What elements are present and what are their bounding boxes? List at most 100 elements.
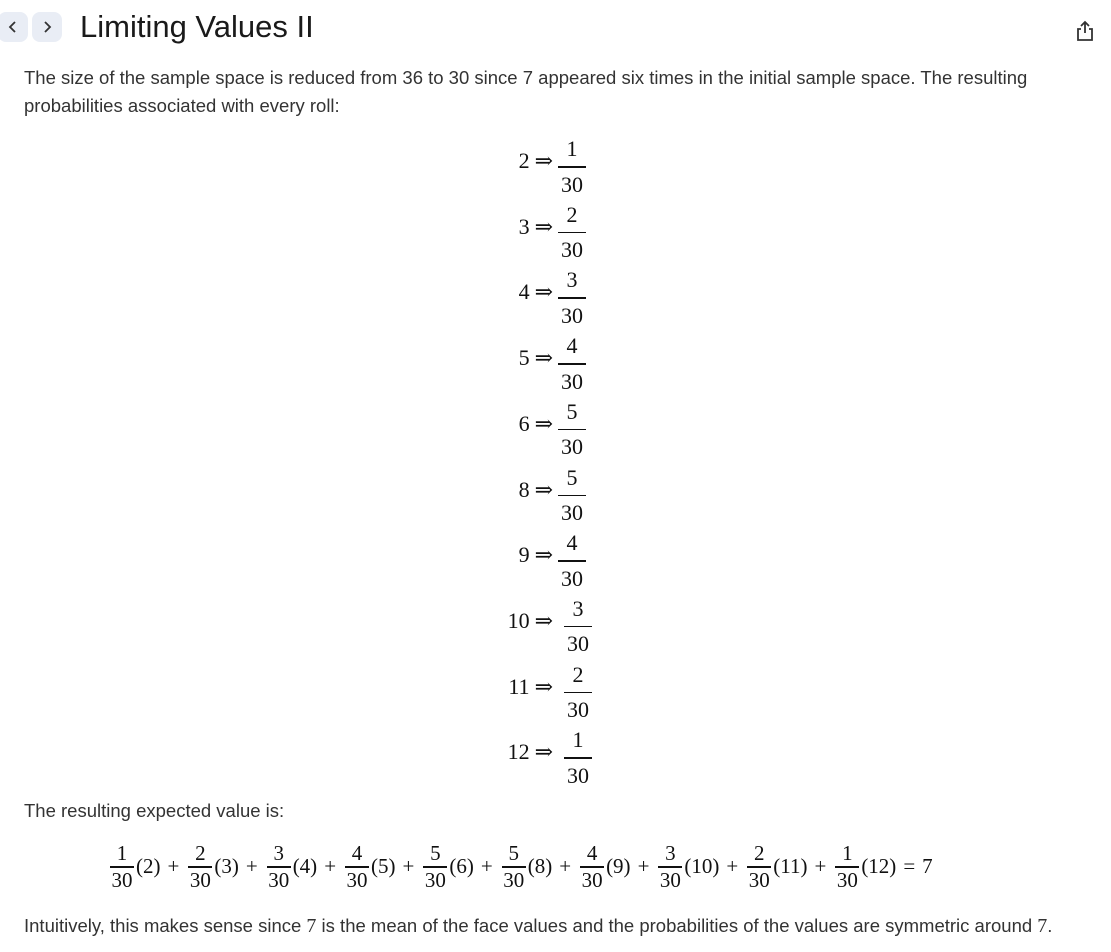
fraction-denominator: 30: [424, 867, 446, 892]
implies-arrow: ⇒: [534, 148, 553, 173]
implies-arrow: ⇒: [534, 410, 553, 436]
roll-expression: 11 ⇒: [508, 674, 553, 700]
probability-row: 11 ⇒ 2 30: [480, 661, 640, 722]
term-fraction: 4 30: [580, 841, 605, 892]
term-value: (4): [292, 854, 318, 879]
fraction-bar: [345, 866, 370, 868]
plus-sign: +: [324, 854, 337, 879]
term-fraction: 1 30: [110, 842, 134, 892]
fraction-bar: [658, 866, 683, 868]
fraction-bar: [558, 363, 586, 365]
term-fraction: 3 30: [658, 841, 683, 892]
term-value: (5): [371, 854, 396, 879]
roll-expression: 5 ⇒: [519, 345, 553, 371]
fraction-numerator: 3: [566, 267, 578, 293]
conclusion-text-2: is the mean of the face values and the p…: [316, 915, 1038, 936]
probability-row: 6 ⇒ 5 30: [480, 398, 640, 459]
term-value: (6): [449, 854, 474, 879]
fraction-bar: [580, 866, 605, 868]
implies-arrow: ⇒: [534, 542, 553, 568]
fraction-numerator: 1: [566, 136, 578, 161]
probability-row: 4 ⇒ 3 30: [480, 266, 640, 328]
fraction-bar: [835, 866, 860, 868]
implies-arrow: ⇒: [534, 476, 553, 502]
fraction-bar: [564, 691, 592, 694]
fraction-numerator: 4: [586, 841, 598, 865]
term-fraction: 2 30: [747, 841, 772, 892]
probability-fraction: 3 30: [564, 595, 592, 659]
term-fraction: 5 30: [423, 842, 448, 892]
page-title: Limiting Values II: [80, 9, 314, 44]
fraction-numerator: 2: [754, 841, 765, 865]
fraction-denominator: 30: [836, 867, 858, 892]
expected-result: 7: [922, 854, 933, 879]
fraction-numerator: 5: [566, 464, 578, 490]
fraction-bar: [564, 625, 592, 628]
equals-sign: =: [903, 854, 916, 879]
roll-value: 3: [518, 213, 530, 239]
fraction-numerator: 1: [116, 841, 128, 865]
probability-fraction: 2 30: [558, 201, 586, 265]
fraction-numerator: 3: [665, 841, 676, 865]
fraction-denominator: 30: [189, 867, 211, 892]
fraction-denominator: 30: [561, 302, 583, 328]
fraction-bar: [501, 866, 526, 868]
roll-value: 8: [518, 476, 530, 502]
fraction-bar: [747, 866, 772, 868]
share-button[interactable]: [1072, 17, 1098, 45]
fraction-denominator: 30: [561, 368, 583, 394]
term-value: (12): [861, 854, 897, 879]
fraction-bar: [188, 866, 213, 868]
fraction-denominator: 30: [268, 867, 290, 892]
fraction-bar: [558, 494, 586, 496]
term-value: (10): [684, 854, 720, 879]
fraction-bar: [558, 297, 586, 299]
fraction-numerator: 5: [566, 398, 578, 424]
fraction-numerator: 3: [572, 595, 584, 621]
probability-fraction: 5 30: [558, 464, 586, 528]
probability-row: 3 ⇒ 2 30: [480, 201, 640, 262]
roll-expression: 3 ⇒: [519, 214, 553, 240]
plus-sign: +: [637, 854, 650, 879]
term-fraction: 4 30: [345, 842, 370, 892]
probability-row: 5 ⇒ 4 30: [480, 332, 640, 394]
forward-button[interactable]: [32, 12, 62, 42]
fraction-denominator: 30: [567, 631, 589, 657]
implies-arrow: ⇒: [534, 673, 553, 699]
conclusion-paragraph: Intuitively, this makes sense since 7 is…: [24, 912, 1084, 940]
term-value: (9): [606, 854, 631, 879]
roll-value: 4: [518, 279, 530, 305]
fraction-numerator: 4: [566, 530, 578, 556]
term-value: (3): [214, 854, 239, 879]
term-fraction: 2 30: [188, 842, 213, 892]
probability-fraction: 4 30: [558, 529, 586, 593]
probability-fraction: 1 30: [564, 726, 592, 790]
fraction-denominator: 30: [346, 867, 368, 892]
term-value: (2): [136, 854, 161, 879]
fraction-bar: [558, 231, 586, 234]
term-value: (11): [773, 854, 808, 879]
chevron-left-icon: [8, 21, 16, 33]
probability-fraction: 5 30: [558, 398, 586, 462]
fraction-bar: [110, 866, 134, 868]
fraction-bar: [423, 866, 448, 868]
roll-expression: 8 ⇒: [519, 477, 553, 503]
roll-value: 12: [507, 739, 530, 765]
fraction-denominator: 30: [561, 434, 583, 460]
term-value: (8): [527, 854, 553, 879]
fraction-denominator: 30: [581, 867, 603, 892]
plus-sign: +: [726, 854, 739, 879]
fraction-numerator: 1: [572, 727, 584, 753]
roll-expression: 12 ⇒: [508, 739, 553, 765]
back-button[interactable]: [0, 12, 28, 42]
fraction-bar: [564, 757, 592, 759]
intro-paragraph: The size of the sample space is reduced …: [24, 67, 1028, 116]
conclusion-seven-1: 7: [306, 915, 317, 937]
fraction-denominator: 30: [561, 237, 583, 263]
fraction-bar: [558, 166, 586, 168]
roll-value: 11: [508, 673, 530, 699]
implies-arrow: ⇒: [534, 607, 553, 633]
roll-value: 6: [518, 410, 530, 436]
fraction-bar: [558, 560, 586, 562]
plus-sign: +: [480, 854, 493, 879]
